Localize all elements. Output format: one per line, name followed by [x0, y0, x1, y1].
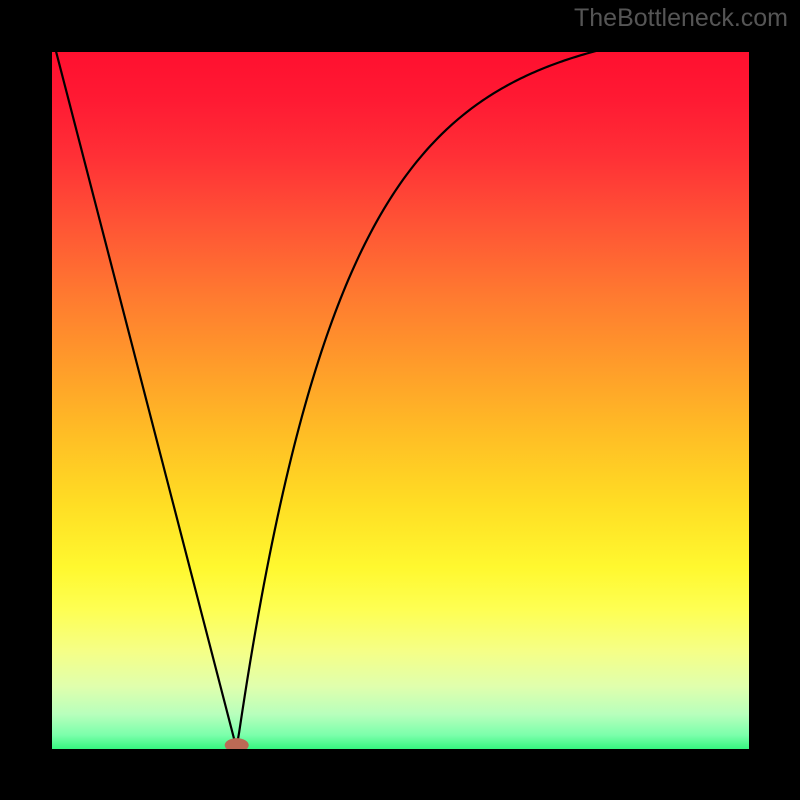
chart-container: TheBottleneck.com [0, 0, 800, 800]
watermark: TheBottleneck.com [574, 4, 788, 33]
plot-background [52, 52, 749, 749]
bottleneck-curve-chart [0, 0, 800, 800]
